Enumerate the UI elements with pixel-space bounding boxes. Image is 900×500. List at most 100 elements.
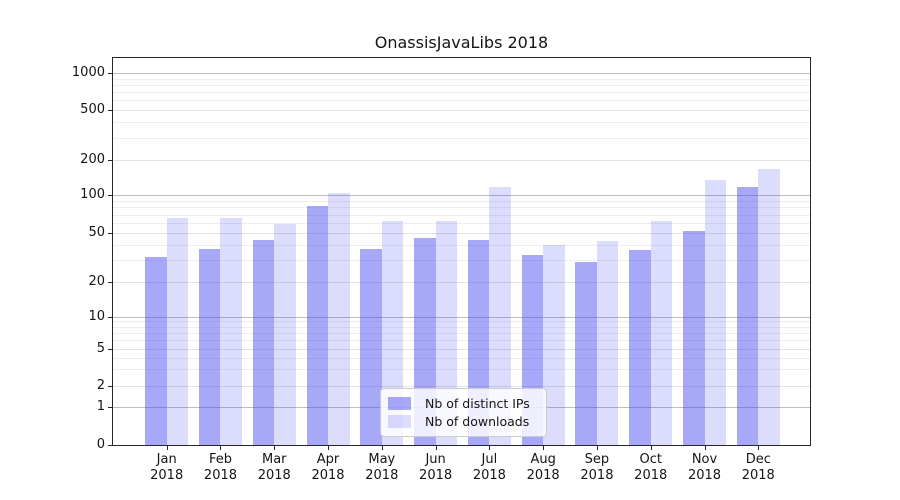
bar-downloads	[489, 187, 511, 445]
x-tick-mark	[543, 446, 545, 450]
x-tick-label-line: 2018	[687, 468, 722, 483]
y-tick-label: 50	[88, 224, 105, 240]
y-tick-mark	[108, 385, 112, 387]
grid-line-minor	[113, 326, 810, 328]
x-tick-label-line: 2018	[741, 468, 775, 483]
x-tick-label: Sep 2018	[565, 452, 629, 484]
grid-line-major	[113, 195, 810, 197]
grid-line-minor	[113, 340, 810, 342]
x-tick-label-line: Dec	[745, 452, 771, 467]
grid-line-major	[113, 316, 810, 318]
x-tick-label-line: Jul	[481, 452, 498, 467]
bar-downloads	[758, 168, 780, 445]
x-tick-label: Mar 2018	[242, 452, 306, 484]
x-tick-label: Aug 2018	[511, 452, 575, 484]
bar-downloads	[543, 244, 565, 445]
x-tick-label: Apr 2018	[296, 452, 360, 484]
x-tick-label-line: Jan	[156, 452, 177, 467]
grid-line-minor	[113, 137, 810, 139]
x-tick-label-line: 2018	[311, 468, 345, 483]
y-tick-label: 0	[96, 437, 105, 452]
x-tick-label-line: Feb	[208, 452, 232, 467]
x-tick-mark	[596, 446, 598, 450]
x-tick-label: Jan 2018	[135, 452, 199, 484]
x-tick-label: Jun 2018	[404, 452, 468, 484]
x-tick-mark	[704, 446, 706, 450]
y-tick-mark	[108, 195, 112, 197]
grid-line-minor	[113, 85, 810, 87]
grid-line-labeled-minor	[113, 232, 810, 234]
x-tick-label-line: 2018	[257, 468, 291, 483]
grid-line-minor	[113, 200, 810, 202]
grid-line-minor	[113, 214, 810, 216]
x-tick-label-line: 2018	[365, 468, 399, 483]
grid-line-major	[113, 73, 810, 75]
y-tick-label: 1000	[71, 65, 105, 81]
bar-distinct-ips	[306, 206, 329, 445]
y-tick-mark	[108, 282, 112, 283]
y-tick-mark	[108, 159, 112, 161]
x-tick-mark	[220, 446, 222, 450]
y-tick-label: 2	[96, 377, 105, 393]
bar-distinct-ips	[360, 248, 382, 445]
bar-downloads	[166, 217, 189, 445]
x-tick-label-line: 2018	[419, 468, 453, 483]
bar-distinct-ips	[629, 250, 651, 445]
bar-downloads	[596, 240, 619, 445]
legend-swatch-downloads	[388, 414, 411, 428]
x-tick-mark	[166, 446, 168, 450]
x-tick-mark	[758, 446, 760, 450]
x-tick-mark	[435, 446, 437, 450]
y-tick-mark	[108, 232, 112, 234]
legend-label: Nb of downloads	[425, 413, 530, 429]
grid-line-labeled-minor	[113, 159, 810, 161]
x-tick-label: Jul 2018	[457, 452, 521, 484]
x-tick-mark	[381, 446, 383, 450]
y-tick-mark	[108, 445, 112, 446]
y-tick-label: 500	[80, 102, 105, 117]
bar-downloads	[328, 192, 350, 445]
x-tick-mark	[328, 446, 330, 450]
x-tick-mark	[650, 446, 652, 450]
grid-line-minor	[113, 321, 810, 323]
x-tick-label-line: 2018	[472, 468, 506, 483]
bar-downloads	[650, 221, 673, 445]
x-tick-label: Oct 2018	[619, 452, 683, 484]
y-tick-mark	[108, 407, 112, 408]
bar-downloads	[704, 179, 726, 445]
x-tick-label-line: 2018	[150, 468, 184, 483]
x-tick-mark	[274, 446, 276, 450]
grid-line-minor	[113, 100, 810, 102]
x-tick-label-line: 2018	[580, 468, 614, 483]
y-tick-label: 20	[88, 274, 105, 289]
grid-line-minor	[113, 369, 810, 371]
grid-line-labeled-minor	[113, 385, 810, 387]
legend-swatch-distinct-ips	[388, 397, 411, 411]
x-tick-label-line: 2018	[526, 468, 560, 483]
grid-line-minor	[113, 332, 810, 334]
legend-item: Nb of downloads	[388, 414, 538, 429]
x-tick-label: Feb 2018	[188, 452, 252, 484]
y-tick-mark	[108, 316, 112, 318]
x-tick-label-line: May	[368, 452, 396, 467]
bar-distinct-ips	[252, 239, 275, 445]
x-tick-label-line: 2018	[203, 468, 238, 483]
x-tick-label-line: 2018	[634, 468, 668, 483]
x-tick-label-line: Nov	[691, 452, 718, 467]
y-tick-label: 200	[80, 151, 105, 167]
legend-label: Nb of distinct IPs	[425, 396, 530, 412]
y-tick-label: 1	[96, 399, 105, 414]
bar-distinct-ips	[683, 230, 705, 445]
grid-line-labeled-minor	[113, 348, 810, 350]
y-tick-label: 5	[96, 340, 105, 356]
grid-line-minor	[113, 357, 810, 359]
chart-title: OnassisJavaLibs 2018	[374, 33, 549, 52]
legend: Nb of distinct IPs Nb of downloads	[380, 388, 547, 437]
grid-line-minor	[113, 244, 810, 246]
bar-distinct-ips	[736, 187, 759, 445]
plot-area: Nb of distinct IPs Nb of downloads	[112, 57, 811, 446]
x-tick-label-line: Jun	[425, 452, 446, 467]
grid-line-labeled-minor	[113, 110, 810, 111]
bar-distinct-ips	[575, 262, 597, 445]
